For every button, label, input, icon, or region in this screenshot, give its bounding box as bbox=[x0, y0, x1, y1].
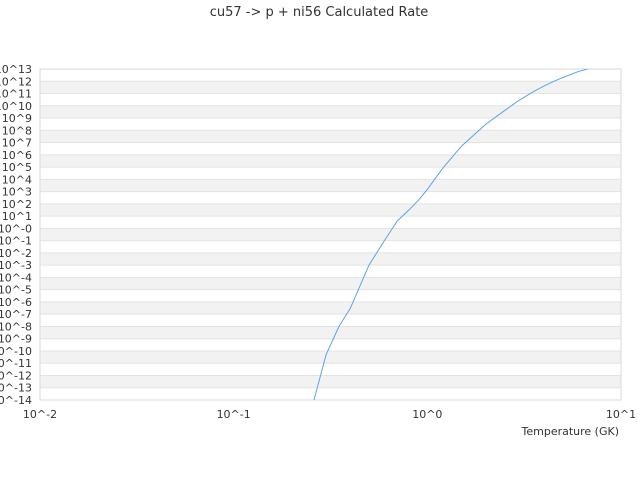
grid-band bbox=[40, 314, 621, 327]
y-tick-label: 10^-11 bbox=[0, 357, 32, 370]
y-tick-label: 10^9 bbox=[2, 112, 32, 125]
series-line bbox=[313, 69, 590, 400]
y-tick-label: 10^-8 bbox=[0, 320, 32, 333]
y-tick-label: 10^-6 bbox=[0, 296, 32, 309]
series-group bbox=[313, 69, 590, 400]
grid-band bbox=[40, 130, 621, 143]
y-tick-label: 10^-1 bbox=[0, 235, 32, 248]
grid-band bbox=[40, 252, 621, 266]
grid-band bbox=[40, 228, 621, 241]
grid-band bbox=[40, 118, 621, 131]
y-tick-label: 10^4 bbox=[2, 173, 32, 186]
grid-band bbox=[40, 326, 621, 339]
y-tick-label: 10^5 bbox=[2, 161, 32, 174]
y-tick-label: 10^13 bbox=[0, 63, 32, 76]
grid-band bbox=[40, 265, 621, 278]
grid-band bbox=[40, 350, 621, 364]
grid-band bbox=[40, 301, 621, 315]
x-tick-label: 10^0 bbox=[412, 408, 442, 421]
grid-band bbox=[40, 387, 621, 400]
x-tick-label: 10^1 bbox=[606, 408, 636, 421]
x-tick-label: 10^-1 bbox=[217, 408, 251, 421]
grid-band bbox=[40, 240, 621, 253]
grid-band bbox=[40, 216, 621, 229]
y-tick-label: 10^-13 bbox=[0, 382, 32, 395]
grid-band bbox=[40, 363, 621, 376]
y-axis-ticks: 10^-1410^-1310^-1210^-1110^-1010^-910^-8… bbox=[0, 63, 32, 407]
y-tick-label: 10^-10 bbox=[0, 345, 32, 358]
grid-bands bbox=[40, 68, 621, 400]
grid-band bbox=[40, 289, 621, 302]
grid-band bbox=[40, 93, 621, 106]
y-tick-label: 10^3 bbox=[2, 186, 32, 199]
y-tick-label: 10^-5 bbox=[0, 284, 32, 297]
y-tick-label: 10^-3 bbox=[0, 259, 32, 272]
plot-area-border bbox=[39, 68, 622, 401]
grid-band bbox=[40, 105, 621, 119]
y-tick-label: 10^-4 bbox=[0, 271, 32, 284]
y-tick-label: 10^-12 bbox=[0, 369, 32, 382]
chart-title: cu57 -> p + ni56 Calculated Rate bbox=[210, 5, 429, 20]
y-tick-label: 10^10 bbox=[0, 100, 32, 113]
x-axis-ticks: 10^-2 10^-1 10^0 10^1 bbox=[23, 408, 636, 421]
y-tick-label: 10^-9 bbox=[0, 333, 32, 346]
grid-band bbox=[40, 142, 621, 155]
y-tick-label: 10^6 bbox=[2, 149, 32, 162]
y-tick-label: 10^-7 bbox=[0, 308, 32, 321]
y-tick-label: 10^-0 bbox=[0, 222, 32, 235]
y-tick-label: 10^1 bbox=[2, 210, 32, 223]
y-tick-label: 10^8 bbox=[2, 124, 32, 137]
grid-band bbox=[40, 81, 621, 94]
y-tick-label: 10^-14 bbox=[0, 394, 32, 407]
x-axis-label: Temperature (GK) bbox=[521, 425, 620, 438]
grid-band bbox=[40, 277, 621, 290]
y-tick-label: 10^7 bbox=[2, 137, 32, 150]
y-tick-label: 10^11 bbox=[0, 88, 32, 101]
grid-band bbox=[40, 154, 621, 168]
x-tick-label: 10^-2 bbox=[23, 408, 57, 421]
y-tick-label: 10^-2 bbox=[0, 247, 32, 260]
grid-band bbox=[40, 375, 621, 388]
grid-band bbox=[40, 167, 621, 180]
grid-band bbox=[40, 179, 621, 192]
y-tick-label: 10^12 bbox=[0, 75, 32, 88]
y-tick-label: 10^2 bbox=[2, 198, 32, 211]
grid-band bbox=[40, 203, 621, 217]
grid-band bbox=[40, 69, 621, 82]
grid-band bbox=[40, 191, 621, 204]
